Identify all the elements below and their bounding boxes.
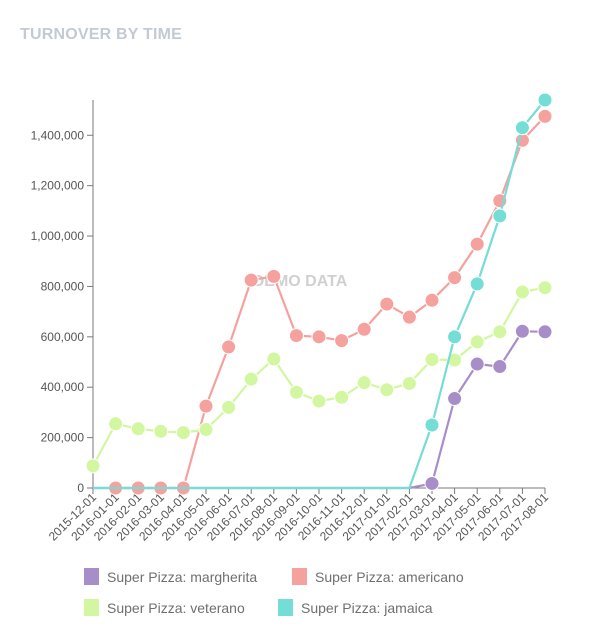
series-americano — [108, 108, 553, 496]
data-point — [401, 309, 417, 325]
legend-swatch-jamaica — [278, 599, 293, 616]
data-point — [266, 268, 282, 284]
data-point — [492, 359, 508, 375]
line-chart: 0 200,000 400,000 600,000 800,000 1,000,000 1,… — [31, 92, 553, 544]
data-point — [288, 384, 304, 400]
data-point — [198, 398, 214, 414]
data-point — [447, 329, 463, 345]
y-tick-label: 800,000 — [41, 279, 85, 293]
data-point — [311, 329, 327, 345]
data-point — [356, 321, 372, 337]
data-point — [334, 333, 350, 349]
series-veterano — [85, 280, 553, 474]
data-point — [243, 371, 259, 387]
data-point — [537, 108, 553, 124]
data-point — [266, 351, 282, 367]
data-point — [288, 328, 304, 344]
y-tick-label: 0 — [77, 481, 84, 495]
data-point — [401, 375, 417, 391]
data-point — [424, 475, 440, 491]
data-point — [198, 422, 214, 438]
data-point — [469, 334, 485, 350]
data-point — [243, 272, 259, 288]
series-layer — [85, 92, 553, 496]
y-tick-label: 1,200,000 — [31, 179, 85, 193]
series-line — [92, 286, 546, 467]
legend-swatch-americano — [292, 568, 307, 585]
data-point — [153, 423, 169, 439]
data-point — [537, 280, 553, 296]
data-point — [356, 375, 372, 391]
legend-item-margherita[interactable]: Super Pizza: margherita — [84, 568, 257, 585]
legend-label-americano: Super Pizza: americano — [315, 568, 464, 585]
data-point — [175, 425, 191, 441]
data-point — [447, 270, 463, 286]
data-point — [469, 356, 485, 372]
y-tick-label: 200,000 — [41, 431, 85, 445]
data-point — [334, 389, 350, 405]
legend-label-margherita: Super Pizza: margherita — [107, 568, 258, 585]
data-point — [514, 284, 530, 300]
data-point — [492, 324, 508, 340]
series-line — [93, 330, 546, 490]
data-point — [469, 276, 485, 292]
legend-swatch-margherita — [84, 568, 99, 585]
y-tick-label: 1,400,000 — [31, 128, 85, 142]
chart-title: TURNOVER BY TIME — [20, 26, 183, 43]
data-point — [311, 393, 327, 409]
data-point — [424, 292, 440, 308]
data-point — [221, 399, 237, 415]
data-point — [514, 323, 530, 339]
data-point — [379, 296, 395, 312]
data-point — [537, 92, 553, 108]
legend-item-veterano[interactable]: Super Pizza: veterano — [84, 599, 245, 616]
data-point — [85, 458, 101, 474]
series-line — [93, 99, 546, 490]
data-point — [514, 120, 530, 136]
data-point — [447, 391, 463, 407]
y-tick-label: 1,000,000 — [31, 229, 85, 243]
data-point — [424, 352, 440, 368]
data-point — [108, 416, 124, 432]
data-point — [424, 417, 440, 433]
legend-swatch-veterano — [84, 599, 99, 616]
data-point — [379, 382, 395, 398]
legend-label-veterano: Super Pizza: veterano — [107, 599, 245, 616]
y-tick-label: 400,000 — [41, 380, 85, 394]
data-point — [537, 324, 553, 340]
y-tick-label: 600,000 — [41, 330, 85, 344]
legend-item-americano[interactable]: Super Pizza: americano — [292, 568, 464, 585]
data-point — [469, 236, 485, 252]
data-point — [130, 421, 146, 437]
data-point — [492, 208, 508, 224]
series-jamaica — [93, 92, 553, 490]
data-point — [221, 339, 237, 355]
legend-item-jamaica[interactable]: Super Pizza: jamaica — [278, 599, 433, 616]
legend-label-jamaica: Super Pizza: jamaica — [301, 599, 433, 616]
